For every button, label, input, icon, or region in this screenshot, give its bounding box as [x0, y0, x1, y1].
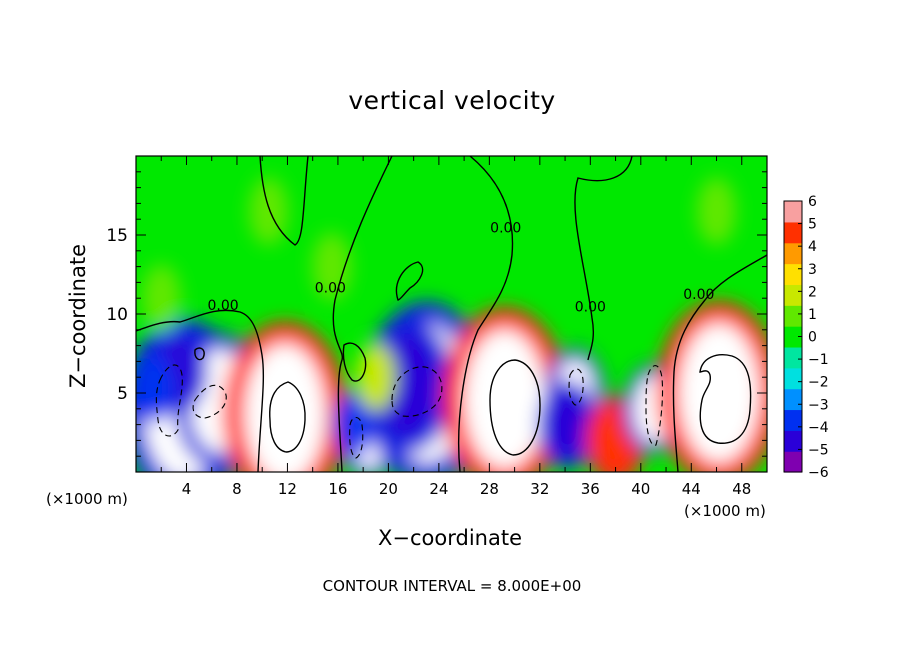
- field-cell: [678, 322, 760, 464]
- contour-line: [489, 359, 541, 456]
- colorbar-tick-label: −2: [808, 375, 829, 391]
- contour-dashed-line: [645, 365, 664, 446]
- x-tick-label: 48: [732, 480, 751, 498]
- contour-dashed-line: [568, 368, 584, 406]
- colorbar-swatch: [784, 263, 802, 285]
- contour-label: 0.00: [315, 281, 346, 297]
- x-tick-label: 44: [682, 480, 701, 498]
- colorbar-swatch: [784, 451, 802, 473]
- field-cell: [141, 264, 181, 333]
- plot-area: 0.00 0.00 0.00 0.00 0.00: [136, 156, 767, 472]
- colorbar-swatch: [784, 326, 802, 348]
- contour-zero-line: [574, 156, 633, 361]
- colorbar-tick-label: 3: [808, 262, 817, 278]
- contour-zero-line: [259, 156, 309, 246]
- x-tick-label: 32: [530, 480, 549, 498]
- contour-label: 0.00: [575, 300, 606, 316]
- contour-label: 0.00: [490, 221, 521, 237]
- x-axis-label: X−coordinate: [378, 526, 522, 550]
- y-tick-label: 15: [106, 226, 128, 246]
- contour-dashed-line: [155, 364, 183, 437]
- colorbar-swatch: [784, 409, 802, 431]
- x-tick-label: 20: [379, 480, 398, 498]
- colorbar-tick-label: 6: [808, 194, 817, 210]
- field-cell: [548, 390, 588, 459]
- x-tick-label: 4: [182, 480, 192, 498]
- colorbar-tick-label: −5: [808, 442, 829, 458]
- contour-dashed-line: [192, 384, 227, 419]
- x-tick-label: 8: [232, 480, 242, 498]
- colorbar-tick-label: −1: [808, 352, 829, 368]
- colorbar-tick-label: 0: [808, 330, 817, 346]
- contour-zero-line: [136, 309, 265, 472]
- contour-line: [269, 381, 306, 453]
- contour-zero-line: [332, 156, 393, 472]
- colorbar-swatch: [784, 242, 802, 265]
- colorbar-swatch: [784, 221, 802, 244]
- field-cell: [333, 390, 373, 459]
- contour-label: 0.00: [207, 298, 238, 314]
- contour-zero-line: [672, 254, 767, 472]
- contour-zero-line: [458, 156, 514, 472]
- x-tick-label: 16: [328, 480, 347, 498]
- field-cell: [136, 354, 175, 423]
- colorbar-swatch: [784, 367, 802, 390]
- field-cell: [312, 232, 352, 301]
- contour-interval-note: CONTOUR INTERVAL = 8.000E+00: [322, 577, 582, 595]
- field-cell: [377, 333, 438, 438]
- colorbar-tick-label: 2: [808, 284, 817, 300]
- colorbar-tick-label: −6: [808, 465, 829, 481]
- contour-line: [699, 354, 752, 444]
- colorbar-swatch: [784, 388, 802, 411]
- colorbar-swatch: [784, 284, 802, 306]
- contour-zero-line: [395, 261, 424, 301]
- colorbar-swatch: [784, 201, 802, 223]
- colorbar-swatch: [784, 346, 802, 369]
- field-cell: [697, 177, 737, 246]
- contour-label: 0.00: [683, 287, 714, 303]
- x-tick-label: 28: [480, 480, 499, 498]
- x-tick-label: 12: [278, 480, 297, 498]
- y-tick-label: 5: [117, 384, 128, 404]
- field-cell: [244, 343, 326, 472]
- colorbar-tick-label: 1: [808, 307, 817, 323]
- x-axis-unit-left: (×1000 m): [46, 490, 128, 508]
- contour-zero-line: [342, 342, 367, 382]
- colorbar: 6 5 4 3 2 1 0 −1 −2 −3 −4 −5 −6: [783, 194, 829, 481]
- contour-lines: [136, 156, 767, 472]
- x-tick-label: 40: [631, 480, 650, 498]
- colorbar-tick-label: 5: [808, 217, 817, 233]
- contour-dashed-line: [391, 366, 443, 417]
- y-tick-label: 10: [106, 305, 128, 325]
- colorbar-swatch: [784, 305, 802, 327]
- colorbar-swatch: [784, 430, 802, 452]
- field-cell: [249, 177, 289, 246]
- chart-title: vertical velocity: [348, 86, 556, 115]
- x-tick-label: 36: [581, 480, 600, 498]
- x-tick-label: 24: [429, 480, 448, 498]
- colorbar-tick-label: −3: [808, 397, 829, 413]
- x-axis-unit-right: (×1000 m): [684, 502, 766, 520]
- y-axis-label: Z−coordinate: [66, 244, 90, 388]
- contour-zero-line: [194, 347, 205, 361]
- contour-dashed-line: [349, 416, 364, 459]
- colorbar-tick-label: −4: [808, 420, 829, 436]
- field-cell: [464, 329, 546, 470]
- colorbar-tick-label: 4: [808, 239, 817, 255]
